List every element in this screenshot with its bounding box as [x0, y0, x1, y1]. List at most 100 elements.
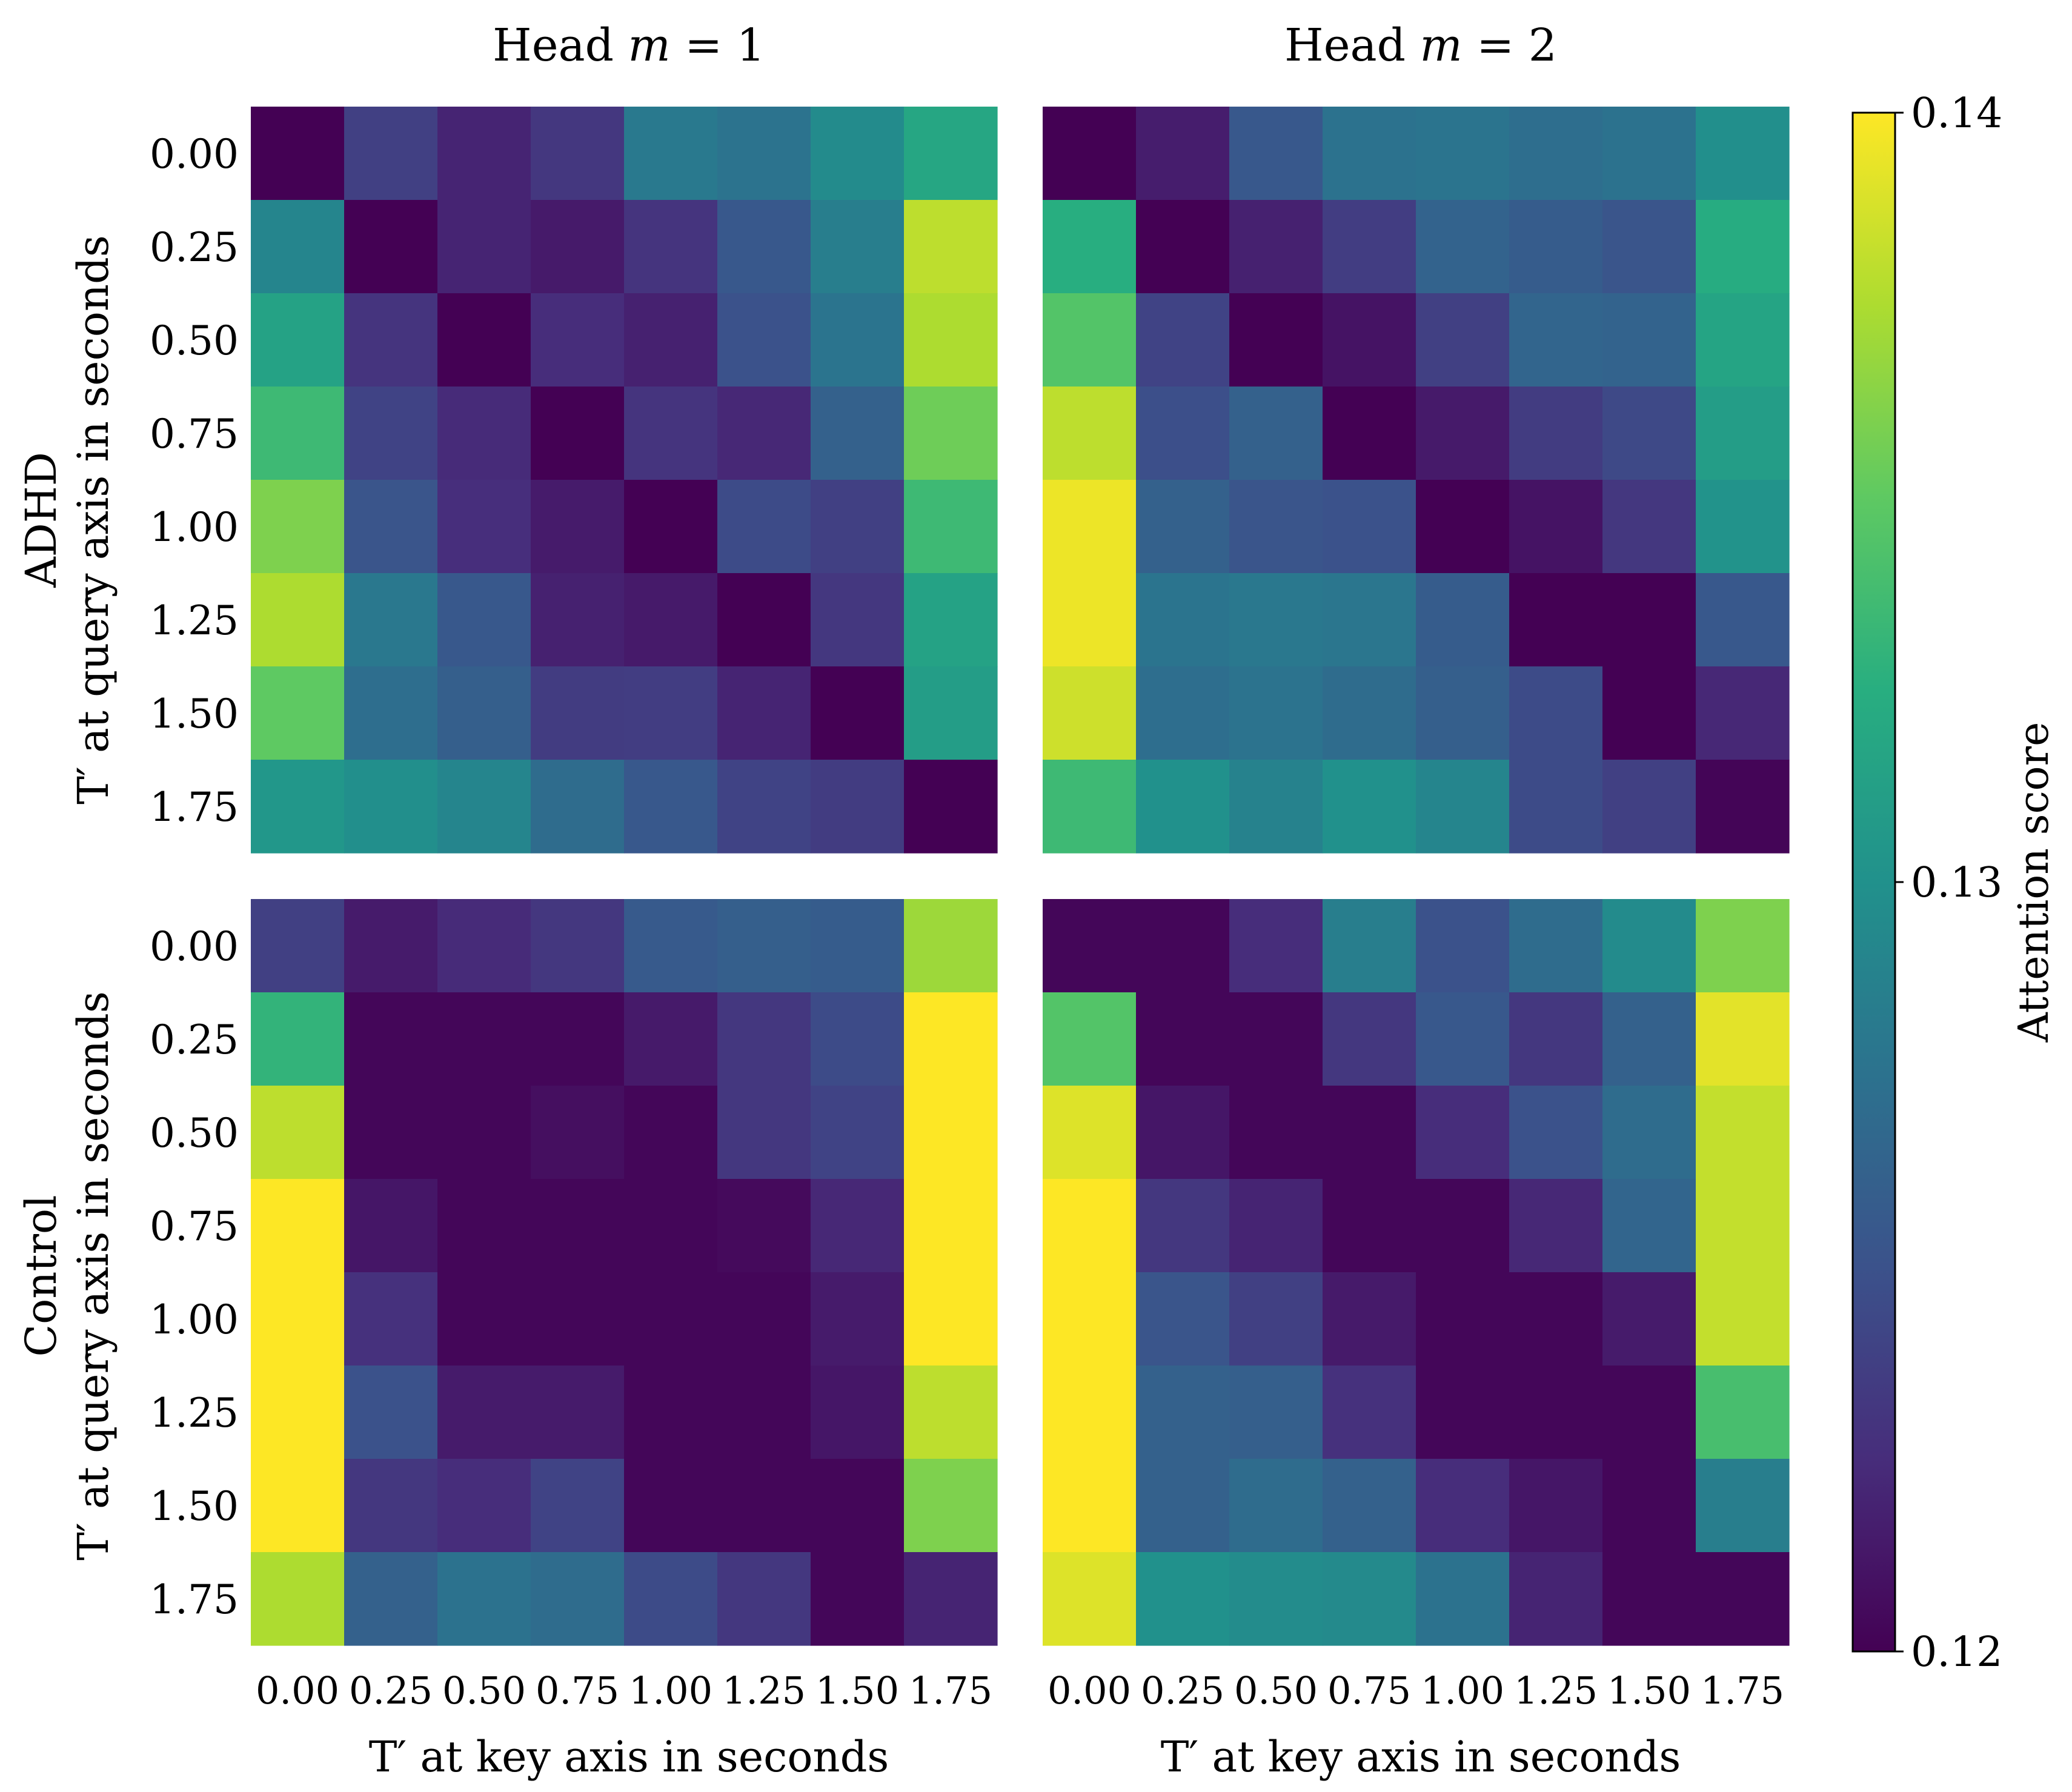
heatmap-cell [1043, 1459, 1137, 1553]
x-tick-label: 1.25 [1514, 1668, 1598, 1713]
heatmap-adhd-head-1 [251, 107, 998, 854]
heatmap-cell [1229, 1179, 1323, 1273]
heatmap-cell [1696, 1552, 1790, 1646]
y-tick-label: 0.75 [150, 1203, 239, 1250]
heatmap-cell [1136, 573, 1230, 667]
heatmap-adhd-head-2 [1043, 107, 1790, 854]
heatmap-cell [624, 480, 718, 574]
heatmap-cell [531, 760, 625, 854]
heatmap-cell [1509, 293, 1603, 387]
heatmap-cell [1509, 992, 1603, 1086]
x-tick-label: 0.00 [256, 1668, 339, 1713]
heatmap-cell [531, 480, 625, 574]
heatmap-cell [1602, 200, 1696, 294]
heatmap-cell [1043, 480, 1137, 574]
heatmap-cell [624, 992, 718, 1086]
heatmap-cell [811, 293, 905, 387]
colorbar-label: Attention score [2010, 722, 2058, 1043]
x-tick-labels-left: 0.00 0.25 0.50 0.75 1.00 1.25 1.50 1.75 [256, 1668, 992, 1713]
heatmap-cell [437, 1459, 531, 1553]
heatmap-cell [717, 387, 811, 480]
colorbar-tick-label: 0.12 [1911, 1628, 2002, 1676]
heatmap-cell [1136, 1179, 1230, 1273]
heatmap-cell [904, 760, 998, 854]
heatmap-cell [531, 666, 625, 760]
heatmap-cell [1416, 573, 1510, 667]
heatmap-cell [717, 1179, 811, 1273]
heatmap-cell [1229, 760, 1323, 854]
y-tick-label: 0.75 [150, 411, 239, 457]
heatmap-cell [531, 1459, 625, 1553]
heatmap-cell [344, 1179, 438, 1273]
heatmap-cell [1509, 666, 1603, 760]
heatmap-cell [1229, 666, 1323, 760]
heatmap-cell [531, 293, 625, 387]
heatmap-cell [531, 1272, 625, 1366]
heatmap-cell [1136, 293, 1230, 387]
heatmap-cell [437, 899, 531, 993]
heatmap-cell [1136, 1272, 1230, 1366]
heatmap-cell [1416, 1366, 1510, 1459]
heatmap-cell [811, 992, 905, 1086]
heatmap-cell [1602, 293, 1696, 387]
heatmap-cell [811, 200, 905, 294]
heatmap-cell [1416, 200, 1510, 294]
colorbar-tick-label: 0.13 [1911, 859, 2002, 907]
heatmap-cell [1602, 573, 1696, 667]
heatmap-cell [1323, 1179, 1416, 1273]
heatmap-cell [1043, 666, 1137, 760]
heatmap-cell [1323, 573, 1416, 667]
heatmap-cell [1229, 1552, 1323, 1646]
colorbar: 0.14 0.13 0.12 Attention score [1851, 90, 2058, 1676]
heatmap-cell [1229, 1086, 1323, 1180]
y-tick-label: 1.25 [150, 1390, 239, 1436]
heatmap-cell [1136, 992, 1230, 1086]
heatmap-cell [624, 107, 718, 201]
heatmap-cell [1323, 666, 1416, 760]
heatmap-cell [1416, 1459, 1510, 1553]
heatmap-cell [811, 1179, 905, 1273]
y-tick-label: 1.25 [150, 597, 239, 644]
x-tick-label: 0.00 [1048, 1668, 1131, 1713]
heatmap-cell [717, 1552, 811, 1646]
heatmap-cell [1416, 387, 1510, 480]
heatmap-cell [1323, 200, 1416, 294]
heatmap-cell [904, 293, 998, 387]
x-tick-label: 1.50 [1607, 1668, 1691, 1713]
heatmap-cell [1229, 200, 1323, 294]
heatmap-cell [1509, 1552, 1603, 1646]
heatmap-cell [1323, 899, 1416, 993]
heatmap-cell [1416, 1272, 1510, 1366]
y-tick-label: 0.50 [150, 1110, 239, 1157]
heatmap-cell [1509, 387, 1603, 480]
heatmap-cell [717, 107, 811, 201]
heatmap-cell [344, 107, 438, 201]
heatmap-cell [1043, 1552, 1137, 1646]
heatmap-cell [717, 1366, 811, 1459]
heatmap-cell [531, 387, 625, 480]
heatmap-cell [1416, 1179, 1510, 1273]
heatmap-cell [1323, 1366, 1416, 1459]
heatmap-cell [1602, 1459, 1696, 1553]
heatmap-cell [251, 992, 345, 1086]
x-tick-label: 1.75 [909, 1668, 992, 1713]
heatmap-cell [437, 480, 531, 574]
heatmap-cell [1696, 480, 1790, 574]
heatmap-cell [251, 1366, 345, 1459]
heatmap-cell [717, 480, 811, 574]
heatmap-cell [1602, 899, 1696, 993]
heatmap-cell [1323, 1552, 1416, 1646]
y-tick-label: 1.50 [150, 691, 239, 737]
heatmap-cell [437, 107, 531, 201]
heatmap-cell [1696, 1459, 1790, 1553]
heatmap-control-head-2 [1043, 899, 1790, 1646]
heatmap-cell [717, 760, 811, 854]
heatmap-cell [904, 899, 998, 993]
heatmap-cell [1043, 899, 1137, 993]
heatmap-cell [1229, 1366, 1323, 1459]
heatmap-cell [1602, 387, 1696, 480]
heatmap-cell [717, 992, 811, 1086]
heatmap-cell [1136, 760, 1230, 854]
heatmap-cell [251, 387, 345, 480]
heatmap-cell [437, 666, 531, 760]
